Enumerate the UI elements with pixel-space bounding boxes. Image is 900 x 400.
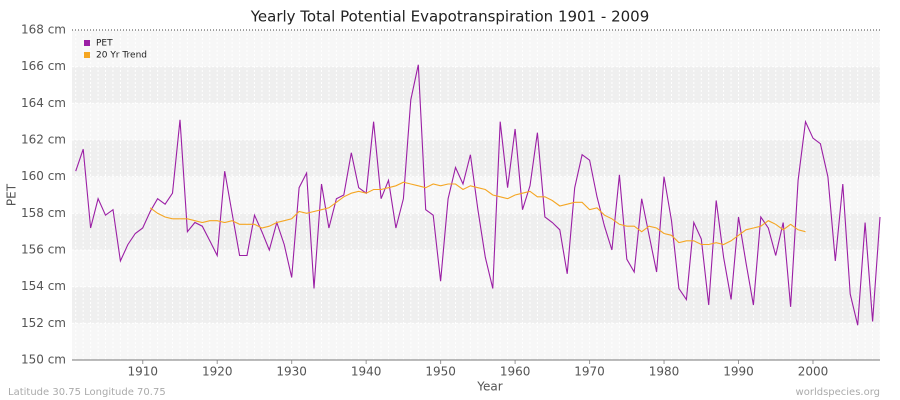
y-tick-label: 152 cm (21, 316, 66, 330)
x-tick-label: 1930 (276, 365, 307, 379)
legend: PET 20 Yr Trend (84, 39, 147, 61)
legend-label: 20 Yr Trend (96, 51, 147, 61)
y-tick-label: 162 cm (21, 133, 66, 147)
y-axis-label: PET (5, 183, 19, 206)
x-tick-label: 1940 (351, 365, 382, 379)
x-tick-label: 1960 (500, 365, 531, 379)
y-tick-label: 156 cm (21, 243, 66, 257)
series-line (149, 181, 806, 246)
x-tick-label: 1920 (202, 365, 233, 379)
x-axis-label: Year (476, 380, 502, 394)
grid-band (72, 140, 880, 177)
x-tick-label: 2000 (798, 365, 829, 379)
x-tick-label: 1970 (574, 365, 605, 379)
y-tick-label: 158 cm (21, 206, 66, 220)
footer-left: Latitude 30.75 Longitude 70.75 (8, 387, 166, 398)
legend-label: PET (96, 39, 113, 49)
y-tick-label: 168 cm (21, 23, 66, 37)
x-tick-label: 1950 (425, 365, 456, 379)
grid-band (72, 213, 880, 250)
x-tick-label: 1980 (649, 365, 680, 379)
y-tick-label: 164 cm (21, 96, 66, 110)
footer-right: worldspecies.org (796, 387, 880, 398)
series-line (75, 64, 881, 326)
x-tick-label: 1990 (723, 365, 754, 379)
chart-title: Yearly Total Potential Evapotranspiratio… (250, 8, 650, 26)
y-tick-label: 150 cm (21, 353, 66, 367)
y-tick-label: 160 cm (21, 169, 66, 183)
y-tick-label: 154 cm (21, 279, 66, 293)
y-tick-label: 166 cm (21, 59, 66, 73)
legend-swatch (84, 40, 90, 46)
grid-band (72, 66, 880, 104)
x-tick-label: 1910 (127, 365, 158, 379)
legend-swatch (84, 52, 90, 58)
grid-band (72, 286, 880, 324)
